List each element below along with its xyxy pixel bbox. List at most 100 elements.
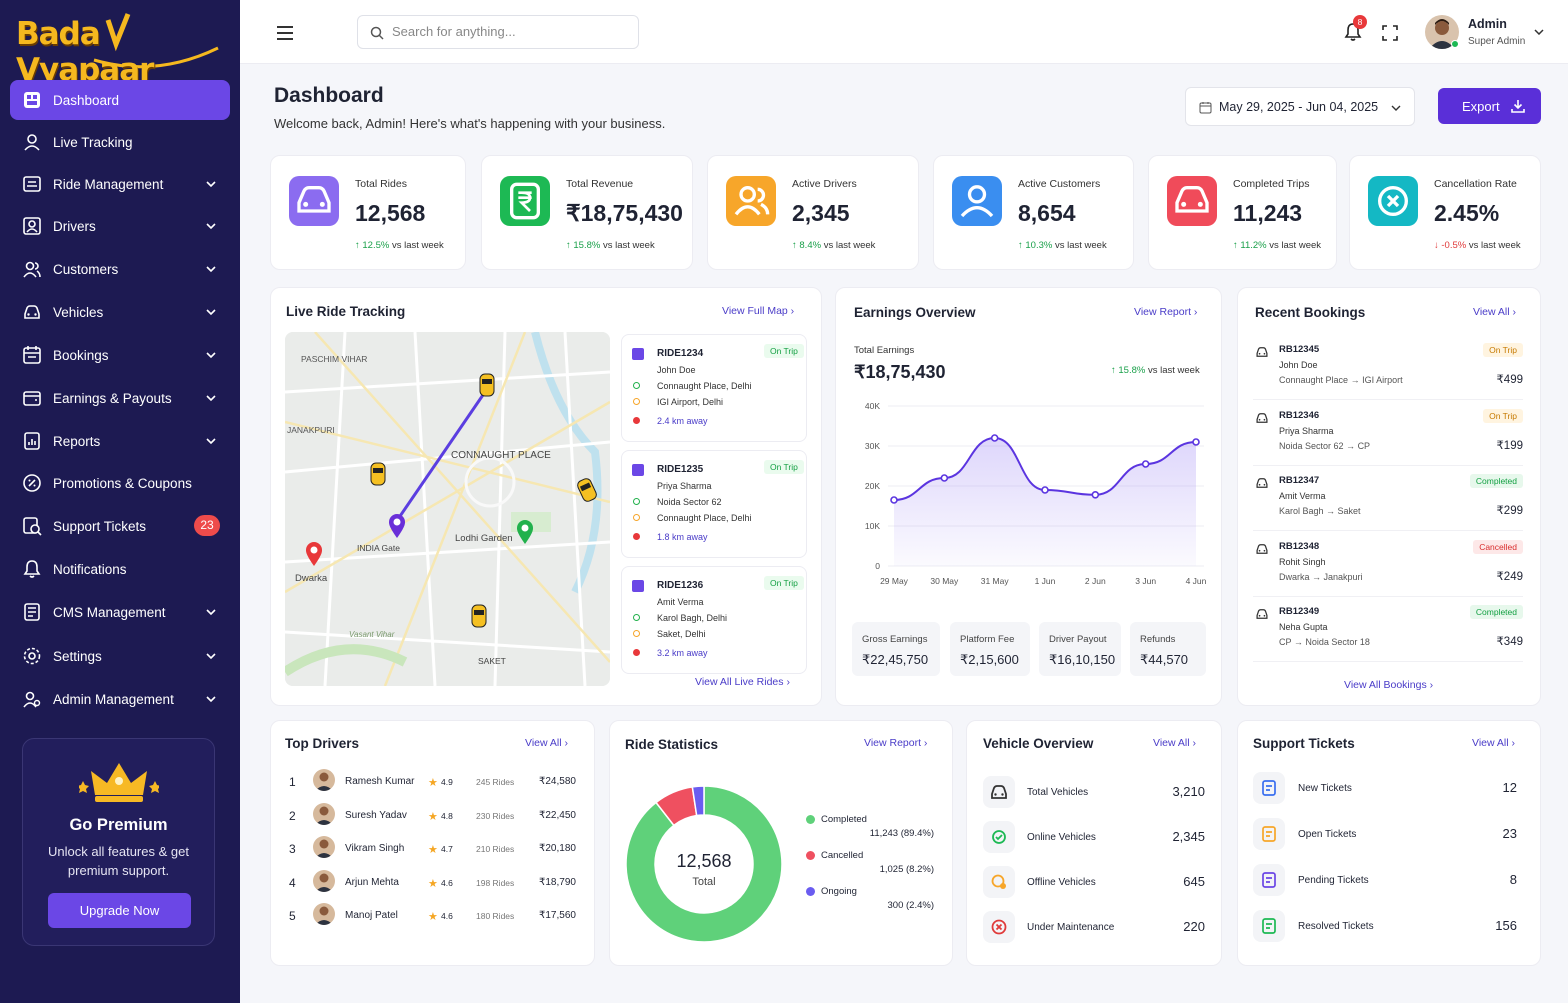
booking-amount: ₹349	[1496, 636, 1523, 648]
view-all-bookings-label: View All Bookings	[1344, 679, 1427, 691]
taxi-marker-icon[interactable]	[575, 476, 600, 505]
upgrade-button[interactable]: Upgrade Now	[48, 893, 191, 928]
sidebar-item-drivers[interactable]: Drivers	[10, 206, 230, 246]
star-icon: ★	[428, 777, 438, 789]
stat-card-cancellation-rate[interactable]: Cancellation Rate 2.45% ↓ -0.5% vs last we…	[1349, 155, 1541, 270]
taxi-marker-icon[interactable]	[479, 373, 495, 397]
live-map[interactable]: PASCHIM VIHAR JANAKPURI CONNAUGHT PLACE …	[285, 332, 610, 686]
booking-row[interactable]: RB12349 Completed Neha Gupta CP → Noida Sec…	[1253, 596, 1523, 662]
stat-trend-suffix: vs last week	[1269, 240, 1322, 251]
x-tick-label: 2 Jun	[1085, 576, 1106, 586]
booking-row[interactable]: RB12345 On Trip John Doe Connaught Place → …	[1253, 334, 1523, 400]
view-all-bookings-top-link[interactable]: View All ›	[1473, 306, 1516, 318]
taxi-marker-icon[interactable]	[370, 462, 386, 486]
fullscreen-icon[interactable]	[1382, 25, 1398, 41]
stat-card-total-revenue[interactable]: Total Revenue ₹18,75,430 ↑ 15.8% vs last w…	[481, 155, 693, 270]
booking-row[interactable]: RB12347 Completed Amit Verma Karol Bagh → S…	[1253, 465, 1523, 531]
view-full-map-link[interactable]: View Full Map ›	[722, 305, 795, 317]
search-box	[357, 15, 639, 49]
sidebar-item-label: Vehicles	[53, 305, 104, 320]
sidebar-item-bookings[interactable]: Bookings	[10, 335, 230, 375]
pickup-icon	[633, 614, 640, 621]
sidebar-item-vehicles[interactable]: Vehicles	[10, 292, 230, 332]
driver-row[interactable]: 3 Vikram Singh ★ 4.7 210 Rides ₹20,180	[286, 834, 581, 864]
sidebar-item-notifications[interactable]: Notifications	[10, 549, 230, 589]
customers-icon	[22, 259, 42, 279]
menu-icon[interactable]	[276, 26, 294, 40]
sidebar-item-promotions-coupons[interactable]: Promotions & Coupons	[10, 463, 230, 503]
sidebar-item-earnings-payouts[interactable]: Earnings & Payouts	[10, 378, 230, 418]
booking-customer: Rohit Singh	[1279, 556, 1326, 567]
car-icon	[1255, 542, 1269, 556]
ticket-stat-row[interactable]: Open Tickets 23	[1253, 818, 1519, 862]
driver-row[interactable]: 1 Ramesh Kumar ★ 4.9 245 Rides ₹24,580	[286, 767, 581, 797]
view-full-map-label: View Full Map	[722, 305, 788, 317]
legend-label: Cancelled	[821, 850, 864, 861]
ride-stats-view-report-link[interactable]: View Report ›	[864, 737, 928, 749]
sidebar-item-live-tracking[interactable]: Live Tracking	[10, 122, 230, 162]
sidebar-item-dashboard[interactable]: Dashboard	[10, 80, 230, 120]
vehicle-overview-title: Vehicle Overview	[983, 736, 1094, 751]
location-pin-icon[interactable]	[388, 513, 406, 539]
stat-card-active-drivers[interactable]: Active Drivers 2,345 ↑ 8.4% vs last week	[707, 155, 919, 270]
chevron-down-icon	[204, 219, 218, 233]
sidebar-item-admin-management[interactable]: Admin Management	[10, 679, 230, 719]
live-ride-card[interactable]: RIDE1236 On Trip Amit Verma Karol Bagh, Del…	[621, 566, 807, 674]
stat-card-active-customers[interactable]: Active Customers 8,654 ↑ 10.3% vs last wee…	[933, 155, 1134, 270]
booking-row[interactable]: RB12346 On Trip Priya Sharma Noida Sector 6…	[1253, 400, 1523, 466]
view-all-tickets-link[interactable]: View All ›	[1472, 737, 1515, 749]
notification-button[interactable]: 8	[1344, 15, 1367, 42]
booking-id: RB12345	[1279, 344, 1320, 355]
sidebar-item-reports[interactable]: Reports	[10, 421, 230, 461]
chevron-down-icon[interactable]	[1534, 29, 1544, 35]
trend-up-icon: ↑	[792, 240, 800, 251]
app-logo[interactable]: Bada Vyapaar	[16, 8, 226, 88]
search-input[interactable]	[392, 24, 622, 39]
location-pin-icon[interactable]	[516, 519, 534, 545]
view-all-live-rides-link[interactable]: View All Live Rides ›	[695, 676, 790, 688]
ride-status-badge: On Trip	[764, 344, 804, 358]
driver-name: Suresh Yadav	[345, 809, 407, 821]
date-range-picker[interactable]: May 29, 2025 - Jun 04, 2025	[1185, 87, 1415, 126]
export-button[interactable]: Export	[1438, 88, 1541, 124]
sidebar-item-ride-management[interactable]: Ride Management	[10, 164, 230, 204]
view-all-live-rides-label: View All Live Rides	[695, 676, 784, 688]
booking-amount: ₹299	[1496, 505, 1523, 517]
earnings-chart[interactable]: 0 10K 20K 30K 40K 29 May 30 May 31 May 1 Jun 2 Ju…	[846, 396, 1216, 596]
car-grid-icon	[22, 174, 42, 194]
stat-trend: ↑ 12.5% vs last week	[355, 240, 444, 251]
live-ride-card[interactable]: RIDE1235 On Trip Priya Sharma Noida Sector …	[621, 450, 807, 558]
sidebar-item-support-tickets[interactable]: Support Tickets 23	[10, 506, 230, 546]
view-report-link[interactable]: View Report ›	[1134, 306, 1198, 318]
sidebar-item-label: Bookings	[53, 348, 109, 363]
ticket-stat-row[interactable]: Pending Tickets 8	[1253, 864, 1519, 908]
live-ride-card[interactable]: RIDE1234 On Trip John Doe Connaught Place, …	[621, 334, 807, 442]
sidebar-item-cms-management[interactable]: CMS Management	[10, 592, 230, 632]
ticket-stat-row[interactable]: New Tickets 12	[1253, 772, 1519, 816]
view-all-drivers-link[interactable]: View All ›	[525, 737, 568, 749]
star-icon: ★	[428, 911, 438, 923]
view-all-bookings-link[interactable]: View All Bookings ›	[1344, 679, 1434, 691]
taxi-marker-icon[interactable]	[471, 604, 487, 628]
ticket-stat-label: New Tickets	[1298, 783, 1352, 794]
sidebar-item-settings[interactable]: Settings	[10, 636, 230, 676]
vehicle-stat-row[interactable]: Offline Vehicles 645	[983, 866, 1207, 910]
vehicle-stat-row[interactable]: Online Vehicles 2,345	[983, 821, 1207, 865]
stat-card-total-rides[interactable]: Total Rides 12,568 ↑ 12.5% vs last week	[270, 155, 466, 270]
sidebar-item-customers[interactable]: Customers	[10, 249, 230, 289]
location-pin-icon[interactable]	[305, 541, 323, 567]
vehicle-stat-row[interactable]: Under Maintenance 220	[983, 911, 1207, 955]
booking-from: Dwarka	[1279, 571, 1310, 582]
ride-donut-chart[interactable]	[619, 779, 789, 949]
driver-row[interactable]: 5 Manoj Patel ★ 4.6 180 Rides ₹17,560	[286, 901, 581, 931]
booking-row[interactable]: RB12348 Cancelled Rohit Singh Dwarka → Jana…	[1253, 531, 1523, 597]
stat-card-completed-trips[interactable]: Completed Trips 11,243 ↑ 11.2% vs last wee…	[1148, 155, 1337, 270]
driver-avatar	[313, 802, 335, 825]
gear-icon	[22, 646, 42, 666]
driver-row[interactable]: 2 Suresh Yadav ★ 4.8 230 Rides ₹22,450	[286, 801, 581, 831]
view-all-vehicles-link[interactable]: View All ›	[1153, 737, 1196, 749]
ticket-stat-row[interactable]: Resolved Tickets 156	[1253, 910, 1519, 954]
vehicle-stat-row[interactable]: Total Vehicles 3,210	[983, 776, 1207, 820]
driver-row[interactable]: 4 Arjun Mehta ★ 4.6 198 Rides ₹18,790	[286, 868, 581, 898]
legend-swatch	[806, 815, 815, 824]
